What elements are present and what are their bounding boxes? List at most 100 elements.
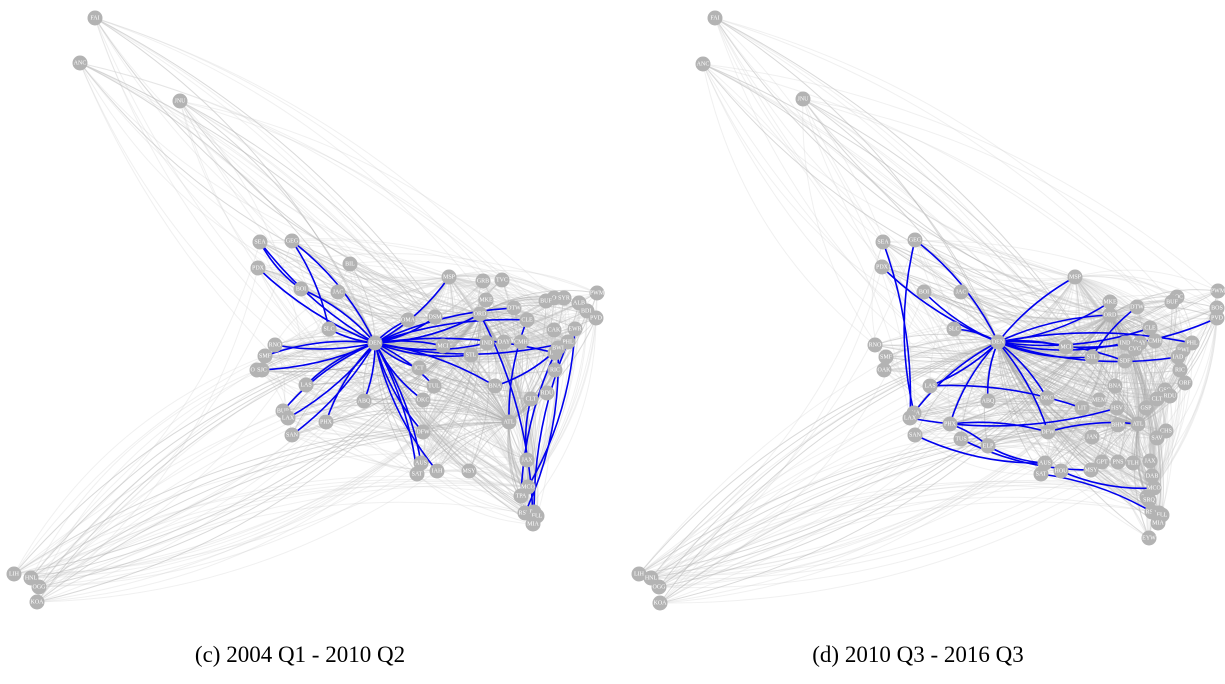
edge — [179, 100, 481, 315]
edge — [94, 17, 488, 344]
edge — [1060, 301, 1112, 472]
edge — [325, 421, 418, 475]
airport-node — [487, 378, 503, 394]
airport-label: SMF — [880, 354, 893, 360]
airport-label: SEA — [877, 239, 889, 245]
edge — [1133, 423, 1150, 539]
edge — [407, 319, 529, 488]
highlight-edge — [257, 267, 376, 344]
airport-label: SRQ — [1143, 497, 1155, 503]
edge — [997, 341, 1181, 374]
edge — [1074, 276, 1153, 477]
edge — [638, 481, 1148, 575]
edge — [36, 501, 526, 603]
edge — [1074, 274, 1178, 298]
edge — [38, 276, 450, 588]
airport-label: BUR — [277, 408, 289, 414]
edge — [923, 291, 1049, 433]
edge — [448, 270, 598, 294]
airport-node — [953, 284, 969, 300]
highlight-edge — [909, 407, 1118, 427]
edge — [79, 62, 529, 488]
airport-label: LIH — [634, 571, 645, 577]
airport-node — [589, 285, 605, 301]
airport-label: BWI — [1177, 347, 1189, 353]
edge — [1109, 314, 1138, 464]
edge — [291, 239, 547, 302]
edge — [38, 421, 510, 588]
edge — [997, 341, 1150, 539]
edge — [416, 473, 534, 525]
edge — [179, 100, 569, 343]
edge — [264, 334, 444, 357]
edge — [882, 241, 1193, 344]
edge — [659, 501, 1160, 604]
edge — [420, 313, 481, 464]
highlight-edge — [997, 341, 1049, 433]
edge — [433, 385, 529, 488]
edge — [79, 62, 515, 309]
edge — [433, 385, 510, 423]
airport-label: OMA — [401, 317, 416, 323]
airport-node — [1147, 333, 1163, 349]
edge — [650, 422, 1139, 579]
airport-label: DTW — [507, 305, 521, 311]
edge — [802, 98, 1049, 433]
airport-label: MIA — [527, 521, 539, 527]
airport-node — [429, 463, 445, 479]
edge — [1047, 431, 1155, 489]
edge — [287, 417, 424, 439]
airport-label: DAY — [498, 339, 511, 345]
airport-label: HSV — [1111, 405, 1124, 411]
edge — [1047, 349, 1184, 433]
edge — [436, 421, 510, 472]
edge — [802, 98, 999, 343]
edge — [38, 431, 424, 588]
airport-label: MEM — [1092, 397, 1107, 403]
airport-node — [1110, 454, 1126, 470]
edge — [13, 431, 424, 575]
edge — [1081, 314, 1111, 409]
edge — [422, 417, 510, 433]
highlight-edge — [374, 342, 438, 472]
edge — [1074, 274, 1218, 309]
edge — [658, 306, 1138, 588]
edge — [1047, 406, 1147, 433]
edge — [802, 98, 916, 436]
edge — [997, 341, 1148, 498]
edge — [929, 385, 1049, 433]
airport-label: DEN — [369, 340, 382, 346]
edge — [650, 239, 916, 579]
edge — [702, 63, 955, 330]
airport-label: ANC — [74, 60, 87, 66]
edge — [1040, 276, 1081, 475]
airport-node — [980, 438, 996, 454]
highlight-edge — [508, 319, 528, 423]
edge — [929, 340, 1156, 389]
edge — [1074, 276, 1102, 401]
edge — [997, 341, 1100, 401]
highlight-edge — [949, 421, 1049, 433]
edge — [1047, 356, 1093, 433]
edge — [305, 276, 450, 386]
edge — [434, 316, 510, 423]
airport-label: IND — [1120, 340, 1131, 346]
edge — [949, 348, 1136, 425]
edge — [433, 341, 569, 387]
airport-node — [707, 10, 723, 26]
edge — [659, 342, 1193, 604]
edge — [179, 100, 510, 423]
airport-node — [547, 362, 563, 378]
airport-node — [1110, 417, 1126, 433]
edge — [30, 475, 529, 579]
edge — [885, 356, 1171, 407]
edge — [36, 341, 569, 603]
edge — [714, 17, 962, 293]
edge — [363, 276, 450, 402]
edge — [257, 267, 424, 433]
edge — [448, 276, 555, 331]
edge — [1044, 356, 1093, 464]
edge — [949, 408, 1119, 426]
edge — [914, 411, 1139, 436]
edge — [987, 400, 1167, 437]
